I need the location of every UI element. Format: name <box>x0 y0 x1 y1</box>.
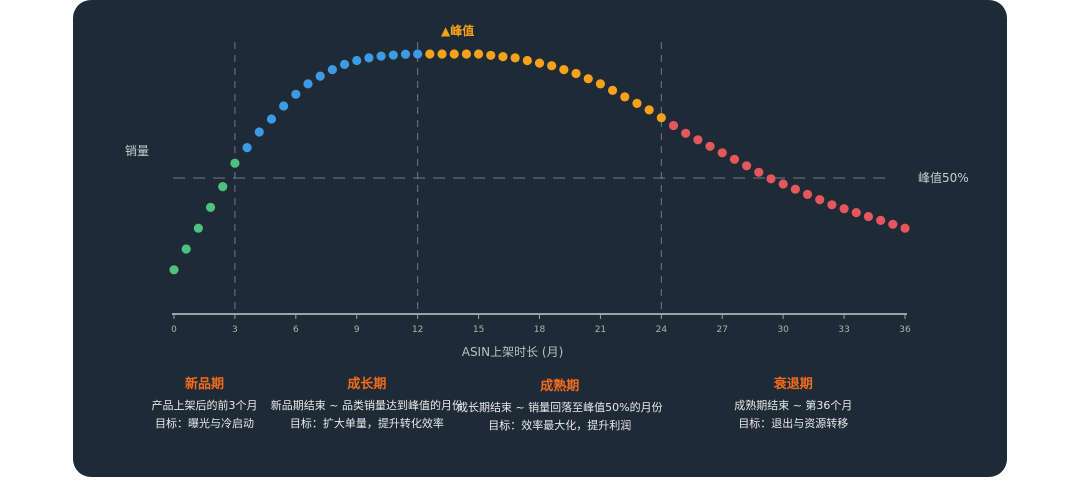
data-point <box>327 65 337 75</box>
data-point <box>620 92 630 102</box>
data-point <box>242 143 252 153</box>
data-point <box>413 49 423 59</box>
data-point <box>693 135 703 145</box>
data-point <box>876 215 886 225</box>
data-point <box>802 189 813 199</box>
stage-block: 新品期产品上架后的前3个月 目标：曝光与冷启动 <box>79 373 329 433</box>
data-point <box>656 113 666 123</box>
x-tick-label: 9 <box>354 325 360 335</box>
stage-goal: 目标：效率最大化，提升利润 <box>488 419 632 432</box>
x-tick-label: 15 <box>473 325 484 335</box>
data-point <box>900 223 910 233</box>
data-point <box>815 195 825 205</box>
x-tick-label: 24 <box>656 325 668 335</box>
data-point <box>547 61 557 71</box>
data-point <box>218 182 228 192</box>
stage-goal: 目标：曝光与冷启动 <box>154 417 254 430</box>
data-point <box>352 55 362 66</box>
x-tick-label: 30 <box>777 325 789 335</box>
data-point <box>668 120 679 131</box>
data-point <box>303 79 313 89</box>
x-tick-label: 36 <box>899 325 911 335</box>
data-point <box>595 79 606 89</box>
x-tick-label: 27 <box>717 325 728 335</box>
data-point <box>254 127 264 137</box>
data-point <box>778 179 788 189</box>
stage-block: 衰退期成熟期结束 ~ 第36个月 目标：退出与资源转移 <box>668 373 918 433</box>
x-tick-label: 12 <box>412 325 423 335</box>
stage-block: 成长期新品期结束 ~ 品类销量达到峰值的月份 目标：扩大单量，提升转化效率 <box>242 373 492 433</box>
data-point <box>230 158 240 168</box>
data-point <box>339 59 350 69</box>
data-point <box>559 65 569 75</box>
chart-panel: 峰值50% 销量 ▲峰值 0 3 6 9 12 15 18 21 24 27 30 33 36 ASIN上架时长… <box>73 0 1007 477</box>
stage-goal: 目标：退出与资源转移 <box>738 417 849 430</box>
x-tick-label: 3 <box>232 325 238 335</box>
data-point <box>169 265 179 275</box>
stage-block: 成熟期成长期结束 ~ 销量回落至峰值50%的月份 目标：效率最大化，提升利润 <box>435 375 685 435</box>
data-point <box>291 89 301 99</box>
data-point <box>193 223 203 233</box>
data-point <box>510 53 520 63</box>
y-axis-label: 销量 <box>125 144 149 158</box>
data-point <box>790 184 800 194</box>
data-point <box>266 114 277 124</box>
half-peak-label: 峰值50% <box>918 170 969 185</box>
data-point <box>827 200 837 210</box>
data-point <box>534 58 545 68</box>
data-point <box>644 105 654 115</box>
x-tick-label: 0 <box>171 325 177 335</box>
data-point <box>388 50 398 60</box>
x-tick-label: 21 <box>595 325 606 335</box>
x-axis-label: ASIN上架时长 (月) <box>462 345 564 359</box>
data-point <box>888 219 898 229</box>
data-point <box>205 202 216 212</box>
data-point <box>632 98 642 108</box>
stage-description: 新品期结束 ~ 品类销量达到峰值的月份 <box>270 399 463 412</box>
stage-name: 衰退期 <box>773 377 813 392</box>
data-point <box>279 101 289 111</box>
lifecycle-chart: 峰值50%销量▲峰值0 3 6 9 12 15 18 21 24 27 30 33 36ASIN上架时长… <box>125 23 969 359</box>
stage-description: 产品上架后的前3个月 <box>151 399 258 412</box>
data-point <box>486 50 496 60</box>
data-point <box>839 204 849 214</box>
x-tick-label: 6 <box>293 325 299 335</box>
data-point <box>498 52 508 62</box>
data-point <box>766 174 776 184</box>
stage-name: 新品期 <box>184 377 224 392</box>
data-point <box>681 128 691 138</box>
data-point <box>437 49 447 59</box>
data-point <box>400 49 411 59</box>
data-point <box>461 49 471 59</box>
data-point <box>754 167 764 177</box>
stage-name: 成长期 <box>347 377 387 392</box>
data-point <box>717 148 727 158</box>
data-point <box>449 49 459 59</box>
data-point <box>729 154 740 164</box>
stage-description: 成熟期结束 ~ 第36个月 <box>734 399 853 412</box>
data-point <box>315 71 325 81</box>
x-tick-label: 33 <box>838 325 849 335</box>
data-point <box>364 53 374 63</box>
data-point <box>851 208 861 218</box>
data-point <box>705 141 715 151</box>
stage-description: 成长期结束 ~ 销量回落至峰值50%的月份 <box>456 401 663 414</box>
data-point <box>473 49 484 59</box>
data-point <box>181 244 191 254</box>
data-point <box>376 51 386 61</box>
data-point <box>522 55 532 66</box>
data-point <box>863 211 874 222</box>
x-tick-label: 18 <box>534 325 546 335</box>
data-point <box>583 74 593 84</box>
data-point <box>742 161 752 171</box>
stage-goal: 目标：扩大单量，提升转化效率 <box>289 417 444 430</box>
data-point <box>571 68 581 79</box>
peak-label: ▲峰值 <box>441 23 474 38</box>
stage-name: 成熟期 <box>540 379 580 394</box>
data-point <box>608 85 618 95</box>
data-point <box>425 49 435 59</box>
